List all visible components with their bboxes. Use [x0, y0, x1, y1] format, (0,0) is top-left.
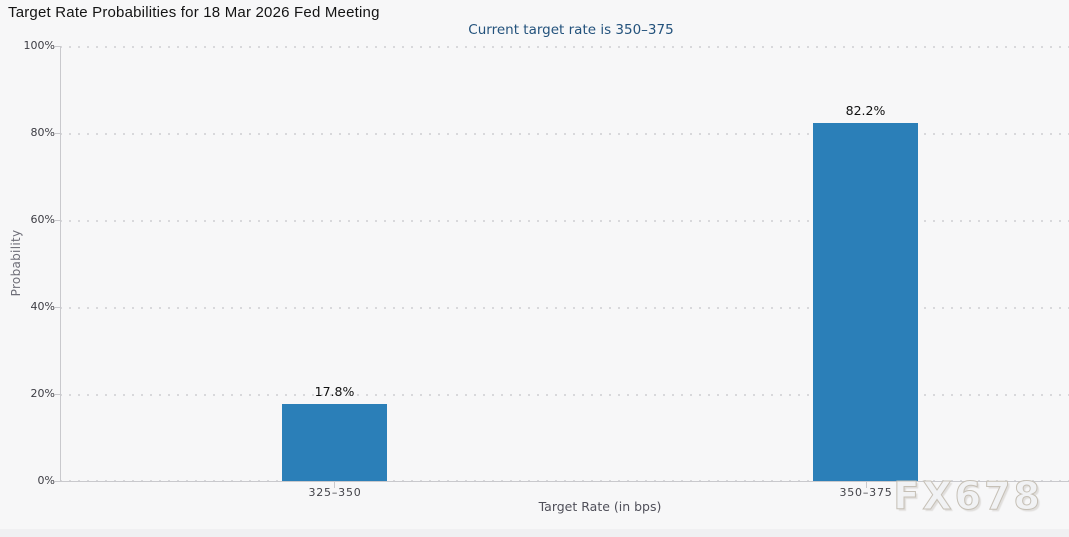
gridline-40 — [60, 307, 1069, 309]
y-tick-mark — [55, 133, 60, 134]
x-axis-title: Target Rate (in bps) — [538, 499, 662, 514]
y-tick-label-0: 0% — [37, 474, 55, 487]
gridline-60 — [60, 220, 1069, 222]
watermark: FX678 — [893, 474, 1043, 518]
x-category-label: 325–350 — [308, 486, 362, 499]
bar-column-325-350: 17.8% — [282, 46, 387, 481]
y-tick-label-40: 40% — [30, 300, 55, 313]
gridline-80 — [60, 133, 1069, 135]
y-tick-mark — [55, 481, 60, 482]
y-tick-label-100: 100% — [23, 39, 55, 52]
x-tick-mark — [866, 482, 867, 488]
plot-area: 17.8% 82.2% — [55, 46, 1069, 488]
y-tick-mark — [55, 394, 60, 395]
y-tick-mark — [55, 220, 60, 221]
chart-title: Target Rate Probabilities for 18 Mar 202… — [8, 4, 380, 21]
y-axis-title: Probability — [9, 229, 23, 297]
y-tick-mark — [55, 307, 60, 308]
y-tick-label-80: 80% — [30, 126, 55, 139]
x-tick-mark — [334, 482, 335, 488]
x-category-label: 350–375 — [839, 486, 893, 499]
bar-value-label: 17.8% — [314, 383, 355, 399]
bar-325-350[interactable] — [282, 403, 387, 481]
bar-value-label: 82.2% — [845, 103, 886, 119]
x-axis-line — [60, 481, 1069, 482]
footer-strip — [0, 529, 1069, 537]
chart-subtitle: Current target rate is 350–375 — [468, 22, 674, 38]
y-tick-mark — [55, 46, 60, 47]
y-axis-line — [60, 46, 61, 481]
y-tick-label-60: 60% — [30, 213, 55, 226]
y-tick-label-20: 20% — [30, 387, 55, 400]
bar-column-350-375: 82.2% — [813, 46, 918, 481]
gridline-20 — [60, 394, 1069, 396]
gridline-100 — [60, 46, 1069, 48]
bar-350-375[interactable] — [813, 123, 918, 481]
